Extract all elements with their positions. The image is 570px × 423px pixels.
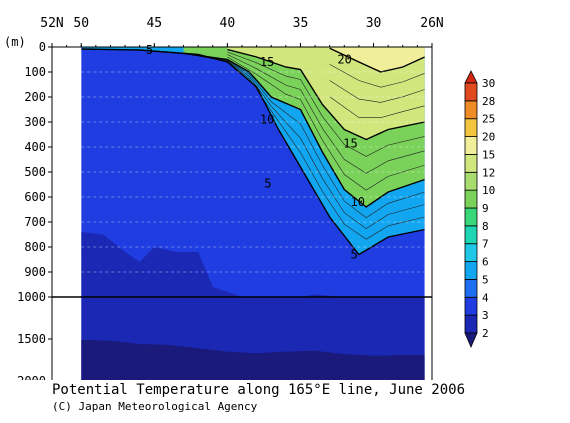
colorbar-level-label: 5 (482, 273, 489, 286)
colorbar-level-label: 10 (482, 184, 495, 197)
isotherm-10 (183, 52, 425, 208)
colorbar-level-label: 20 (482, 131, 495, 144)
data-region (81, 47, 425, 381)
colorbar-level-label: 8 (482, 220, 489, 233)
minor-isotherm (227, 56, 425, 191)
colorbar-swatch (464, 207, 478, 227)
band-above-20 (329, 47, 425, 72)
colorbar-swatch (464, 100, 478, 120)
colorbar-swatch (464, 261, 478, 280)
deep-zone-2 (81, 339, 425, 381)
contour-label: 10 (351, 195, 365, 209)
colorbar-level-label: 28 (482, 95, 495, 108)
y-unit-label: (m) (4, 35, 26, 49)
colorbar-level-label: 9 (482, 202, 489, 215)
minor-isotherm (183, 53, 425, 219)
colorbar-level-label: 15 (482, 148, 495, 161)
x-tick-label: 30 (366, 16, 382, 31)
colorbar-level-label: 2 (482, 327, 489, 340)
minor-isotherm (329, 64, 425, 88)
minor-isotherm (183, 53, 425, 240)
y-tick-label: 600 (24, 190, 46, 204)
colorbar-swatch (464, 243, 478, 262)
colorbar-top-triangle (464, 70, 478, 84)
x-tick-label: 45 (146, 16, 162, 31)
minor-isotherm (329, 80, 425, 103)
colorbar-swatch (464, 225, 478, 245)
colorbar-swatch (464, 314, 478, 334)
isotherm-20 (329, 47, 425, 73)
colorbar-level-label: 6 (482, 256, 489, 269)
x-tick-label: 40 (220, 16, 236, 31)
x-tick-label: 26N (420, 16, 443, 31)
y-tick-label: 1500 (17, 332, 46, 346)
y-tick-label: 400 (24, 140, 46, 154)
x-tick-label: 52N (40, 16, 63, 31)
colorbar-level-label: 4 (482, 291, 489, 304)
y-tick-label: 300 (24, 115, 46, 129)
x-tick-label: 50 (73, 16, 89, 31)
isotherm-15 (227, 48, 425, 141)
colorbar-level-label: 12 (482, 166, 495, 179)
colorbar-swatch (464, 296, 478, 316)
colorbar-bottom-triangle (464, 332, 478, 349)
minor-isotherm (227, 54, 425, 174)
isotherm-5 (81, 48, 425, 256)
chart-title: Potential Temperature along 165°E line, … (52, 382, 466, 398)
contour-label: 20 (337, 53, 351, 67)
minor-isotherm (329, 96, 425, 118)
colorbar-swatch (464, 154, 478, 173)
y-tick-label: 1000 (17, 290, 46, 304)
colorbar-swatch (464, 136, 478, 155)
y-tick-label: 500 (24, 165, 46, 179)
contour-label: 5 (351, 248, 358, 262)
contour-label: 5 (264, 176, 271, 190)
colorbar-swatch (464, 82, 478, 102)
colorbar-level-label: 25 (482, 113, 495, 126)
colorbar-swatch (464, 189, 478, 209)
y-tick-label: 0 (39, 40, 46, 54)
y-tick-label: 900 (24, 265, 46, 279)
minor-isotherm (227, 51, 425, 157)
colorbar-swatch (464, 171, 478, 191)
chart-credit: (C) Japan Meteorological Agency (52, 400, 258, 413)
colorbar-level-label: 30 (482, 77, 495, 90)
colorbar-level-label: 3 (482, 309, 489, 322)
contour-label: 15 (343, 136, 357, 150)
x-tick-label: 35 (293, 16, 309, 31)
deep-zone-3 (81, 232, 425, 381)
colorbar-swatch (464, 279, 478, 298)
colorbar-swatch (464, 118, 478, 137)
colorbar-level-label: 7 (482, 238, 489, 251)
y-tick-label: 800 (24, 240, 46, 254)
y-tick-label: 700 (24, 215, 46, 229)
contour-label: 15 (260, 55, 274, 69)
y-tick-label: 2000 (17, 374, 46, 380)
contour-label: 10 (260, 113, 274, 127)
contour-label: 5 (146, 43, 153, 57)
y-tick-label: 100 (24, 65, 46, 79)
y-tick-label: 200 (24, 90, 46, 104)
minor-isotherm (183, 53, 425, 229)
